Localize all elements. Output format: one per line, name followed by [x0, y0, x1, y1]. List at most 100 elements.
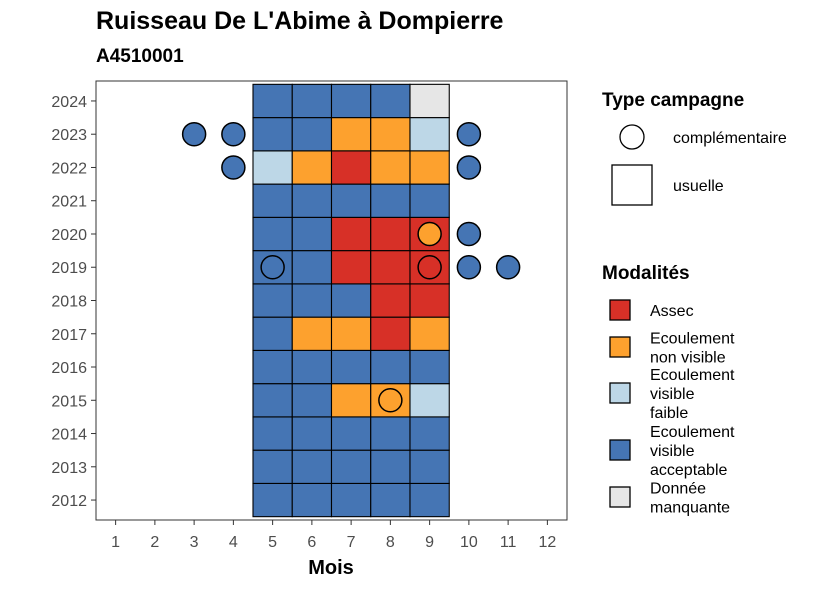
y-tick-label: 2020 [51, 227, 87, 244]
heatmap-cell [330, 416, 372, 451]
heatmap-cell [291, 150, 333, 185]
y-tick-label: 2012 [51, 493, 87, 510]
y-tick-label: 2024 [51, 94, 87, 111]
heatmap-cell [252, 83, 293, 119]
heatmap-cell [330, 482, 372, 518]
legend-ecoulement-visible-faible-key [609, 382, 631, 404]
legend-ecoulement-non-visible-label: Ecoulement non visible [650, 331, 735, 367]
y-tick-label: 2016 [51, 360, 87, 377]
heatmap-cell [291, 416, 333, 451]
x-tick-label: 3 [190, 534, 199, 551]
legend-label-line: Ecoulement [650, 367, 735, 384]
heatmap-cell [409, 316, 450, 351]
heatmap-cell [370, 482, 411, 518]
heatmap-cell [370, 416, 411, 451]
x-tick-label: 1 [111, 534, 120, 551]
heatmap-cell [370, 216, 411, 252]
y-tick-label: 2022 [51, 160, 87, 177]
heatmap-cell [291, 283, 333, 318]
complementaire-point [456, 221, 482, 247]
heatmap-cell [291, 449, 333, 484]
heatmap-cell [252, 216, 293, 252]
heatmap-cell [291, 482, 333, 518]
legend-label-line: Ecoulement [650, 424, 735, 441]
heatmap-cell [409, 416, 450, 451]
complementaire-point [181, 121, 207, 147]
heatmap-cell [409, 449, 450, 484]
heatmap-cell [330, 216, 372, 252]
heatmap-cell [291, 383, 333, 418]
heatmap-cell [291, 349, 333, 385]
heatmap-cell [409, 83, 450, 119]
heatmap-cell [330, 316, 372, 351]
complementaire-point [456, 254, 482, 280]
legend-type-title: Type campagne [602, 90, 744, 111]
legend-assec-label: Assec [650, 303, 694, 320]
legend-label-line: Assec [650, 303, 694, 320]
points-layer [181, 121, 521, 413]
legend-label-line: manquante [650, 500, 730, 517]
heatmap-cell [252, 383, 293, 418]
legend-label-line: non visible [650, 350, 726, 367]
heatmap-cell [291, 183, 333, 218]
legend-label-line: acceptable [650, 462, 727, 479]
heatmap-cell [252, 416, 293, 451]
y-tick-label: 2017 [51, 327, 87, 344]
legend-label-line: Ecoulement [650, 331, 735, 348]
legend-ecoulement-visible-acceptable-label: Ecoulement visible acceptable [650, 424, 735, 479]
heatmap-cell [252, 349, 293, 385]
x-tick-label: 8 [386, 534, 395, 551]
y-tick-label: 2014 [51, 427, 87, 444]
legend-donnee-manquante-key [609, 486, 631, 508]
heatmap-cell [370, 83, 411, 119]
heatmap-cell [409, 150, 450, 185]
legend-type-campagne: Type campagne complémentaire usuelle [602, 90, 787, 206]
heatmap-cell [291, 216, 333, 252]
legend-label-line: faible [650, 405, 688, 422]
heatmap-cell [252, 449, 293, 484]
legend-assec-key [609, 299, 631, 321]
heatmap-cell [409, 117, 450, 152]
x-tick-label: 7 [347, 534, 356, 551]
heatmap-cell [330, 83, 372, 119]
heatmap-cell [370, 283, 411, 318]
heatmap-cell [252, 482, 293, 518]
heatmap-cell [330, 383, 372, 418]
heatmap-cell [252, 183, 293, 218]
y-tick-label: 2021 [51, 194, 87, 211]
complementaire-point [417, 254, 442, 280]
cells-layer [252, 83, 450, 518]
heatmap-cell [252, 117, 293, 152]
heatmap-cell [252, 316, 293, 351]
heatmap-cell [291, 316, 333, 351]
heatmap-cell [370, 150, 411, 185]
legend-donnee-manquante-label: Donnée manquante [650, 481, 730, 517]
legend-complementaire-key [619, 124, 645, 150]
heatmap-cell [291, 117, 333, 152]
heatmap-cell [409, 482, 450, 518]
heatmap-cell [370, 349, 411, 385]
heatmap-cell [330, 449, 372, 484]
legend-label-line: visible [650, 443, 695, 460]
legend-ecoulement-non-visible-key [609, 336, 631, 358]
heatmap-cell [252, 150, 293, 185]
heatmap-cell [370, 250, 411, 285]
y-axis: 2012 2013 2014 2015 2016 2017 2018 2019 2020 2021… [51, 94, 96, 510]
y-tick-label: 2018 [51, 294, 87, 311]
heatmap-cell [330, 183, 372, 218]
heatmap-cell [252, 283, 293, 318]
y-tick-label: 2013 [51, 460, 87, 477]
heatmap-cell [409, 283, 450, 318]
x-axis: 1 2 3 4 5 6 7 8 9 10 11 12 [111, 520, 556, 551]
complementaire-point [495, 254, 521, 280]
chart-subtitle: A4510001 [96, 46, 184, 67]
x-tick-label: 9 [425, 534, 434, 551]
heatmap-cell [330, 117, 372, 152]
legend-usuelle-key [611, 164, 653, 206]
heatmap-cell [370, 449, 411, 484]
legend-modalites-title: Modalités [602, 263, 690, 284]
complementaire-point [456, 155, 482, 180]
x-tick-label: 11 [500, 534, 517, 551]
x-tick-label: 5 [268, 534, 277, 551]
x-tick-label: 12 [538, 534, 556, 551]
